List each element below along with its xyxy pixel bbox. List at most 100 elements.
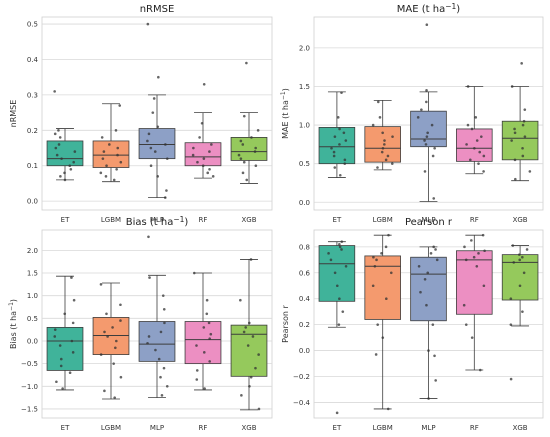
data-point — [340, 240, 344, 243]
data-point — [156, 175, 159, 178]
data-point — [195, 378, 199, 381]
data-point — [165, 189, 168, 192]
data-point — [433, 146, 436, 150]
data-point — [192, 271, 196, 275]
data-point — [381, 146, 385, 150]
panel-title-superscript: −1 — [173, 215, 184, 224]
box-rf — [456, 250, 493, 315]
data-point — [336, 116, 340, 119]
data-point — [209, 332, 213, 336]
data-point — [425, 89, 428, 92]
data-point — [473, 146, 476, 150]
data-point — [196, 160, 199, 164]
data-point — [380, 150, 384, 154]
data-point — [425, 23, 429, 27]
data-point — [470, 239, 473, 242]
data-point — [119, 319, 122, 322]
box-xgb — [501, 120, 539, 161]
data-point — [251, 335, 255, 338]
x-tick-label: ET — [333, 424, 342, 432]
data-point — [253, 150, 257, 153]
data-point — [341, 310, 345, 313]
data-point — [257, 353, 260, 356]
data-point — [338, 127, 341, 131]
data-point — [335, 411, 339, 415]
panel-title-superscript: −1 — [445, 2, 456, 11]
box-mlp — [138, 321, 176, 362]
data-point — [201, 164, 205, 168]
data-point — [387, 233, 390, 237]
data-point — [191, 153, 195, 157]
data-point — [60, 157, 63, 160]
box-lgbm — [364, 255, 401, 320]
y-axis-label-suffix: ) — [9, 299, 18, 302]
y-axis-label-suffix: ) — [281, 88, 290, 91]
data-point — [115, 167, 118, 171]
panel-title-suffix: ) — [456, 4, 460, 15]
data-point — [112, 362, 115, 365]
y-tick-label: 0.0 — [27, 337, 38, 345]
data-point — [247, 321, 251, 325]
data-point — [423, 139, 426, 142]
data-point — [206, 171, 210, 175]
data-point — [380, 252, 383, 255]
data-point — [518, 253, 521, 256]
data-point — [513, 131, 517, 135]
data-point — [163, 196, 167, 199]
data-point — [239, 139, 243, 143]
data-point — [242, 330, 246, 334]
data-point — [159, 330, 163, 334]
data-point — [208, 167, 211, 171]
data-point — [254, 366, 257, 370]
data-point — [211, 175, 215, 178]
data-point — [525, 248, 529, 251]
data-point — [58, 136, 62, 139]
data-point — [151, 111, 155, 114]
data-point — [419, 290, 422, 294]
data-point — [332, 150, 336, 154]
data-point — [104, 175, 108, 178]
data-point — [156, 125, 160, 129]
data-point — [478, 150, 482, 154]
data-point — [332, 154, 336, 158]
data-point — [195, 369, 199, 372]
y-axis-label-superscript: −1 — [8, 302, 15, 311]
data-point — [391, 135, 394, 138]
data-point — [159, 375, 162, 379]
y-tick-label: 2.0 — [27, 247, 38, 255]
data-point — [198, 136, 201, 139]
data-point — [249, 258, 253, 261]
data-point — [70, 276, 73, 279]
data-point — [342, 131, 346, 135]
data-point — [203, 387, 206, 390]
data-point — [119, 160, 123, 164]
y-tick-label: −0.5 — [21, 360, 38, 368]
data-point — [333, 271, 337, 275]
data-point — [118, 104, 122, 107]
data-point — [99, 283, 103, 286]
data-point — [384, 245, 388, 249]
y-axis-label: Pearson r — [281, 304, 290, 342]
data-point — [63, 178, 67, 182]
data-point — [338, 173, 342, 177]
data-point — [386, 407, 390, 411]
box-lgbm — [92, 140, 130, 168]
x-tick-label: ET — [333, 216, 342, 224]
data-point — [249, 375, 253, 379]
data-point — [425, 100, 428, 104]
data-point — [153, 150, 157, 153]
data-point — [70, 339, 74, 343]
data-point — [478, 368, 482, 372]
data-point — [146, 139, 149, 143]
data-point — [375, 258, 378, 262]
y-tick-label: −1.0 — [21, 383, 38, 391]
data-point — [432, 245, 435, 249]
y-tick-label: 0.5 — [27, 315, 38, 323]
data-point — [340, 91, 343, 94]
data-point — [521, 123, 525, 127]
data-point — [157, 75, 160, 79]
data-point — [420, 108, 423, 111]
data-point — [509, 377, 513, 381]
data-point — [205, 312, 209, 316]
data-point — [333, 135, 337, 138]
